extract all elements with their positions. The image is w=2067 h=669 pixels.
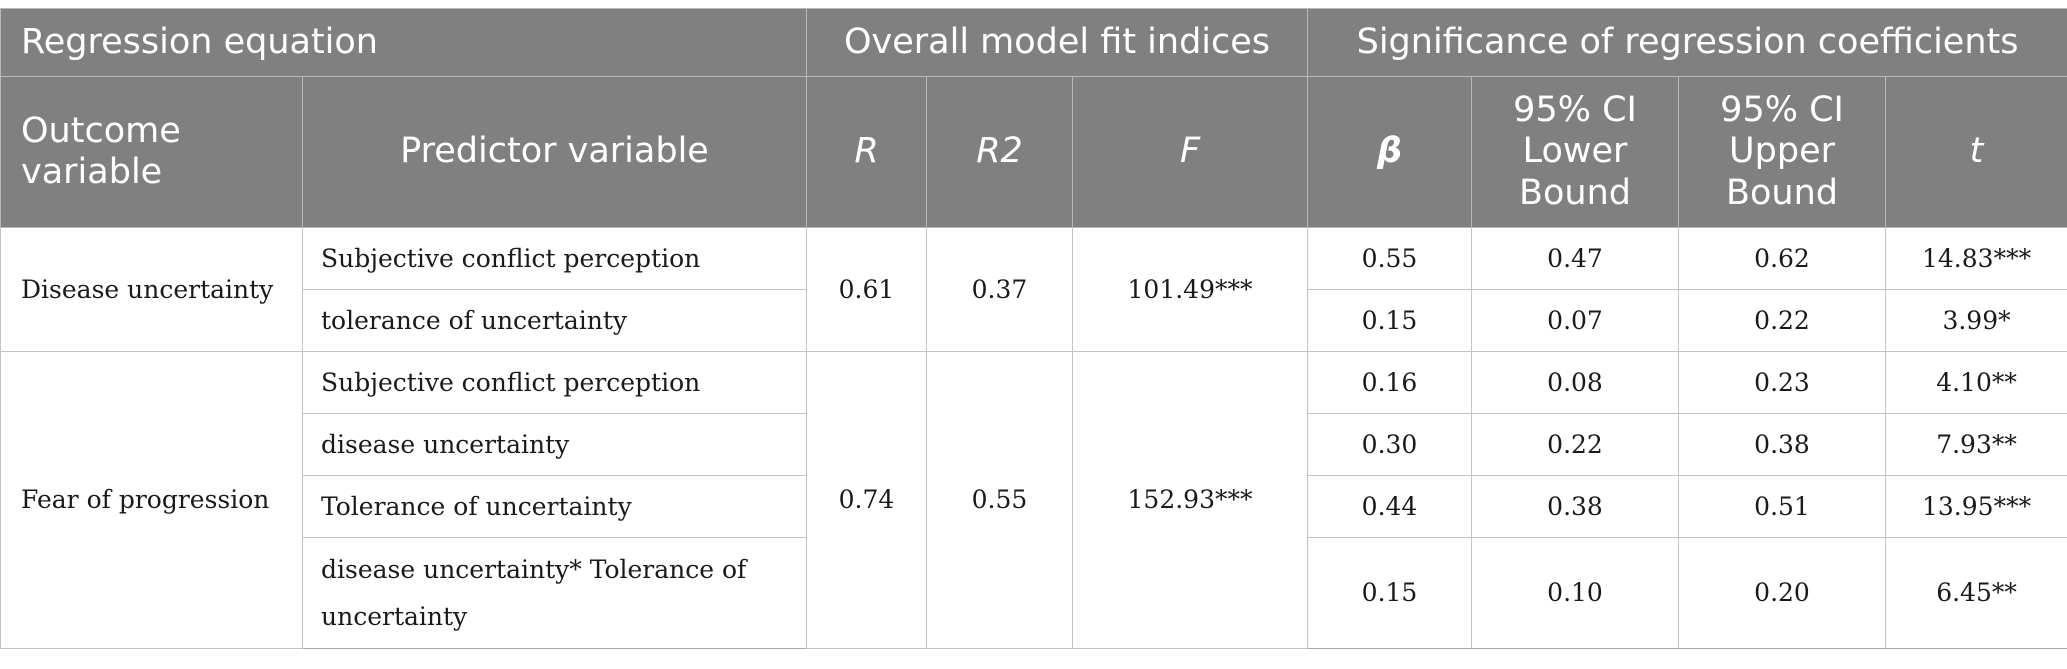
header-r: R	[806, 76, 927, 228]
beta-cell: 0.15	[1307, 289, 1473, 352]
header-significance: Significance of regression coefficients	[1307, 8, 2067, 77]
t-cell: 4.10**	[1885, 351, 2067, 414]
table-row: disease uncertainty 0.30 0.22 0.38 7.93*…	[1, 413, 2067, 476]
predictor-cell: Tolerance of uncertainty	[302, 475, 807, 538]
predictor-cell: Subjective conflict perception	[302, 227, 807, 290]
predictor-cell: tolerance of uncertainty	[302, 289, 807, 352]
t-cell: 14.83***	[1885, 227, 2067, 290]
header-f: F	[1071, 76, 1309, 228]
regression-table: Regression equation Overall model fit in…	[0, 8, 2067, 649]
ci-lower-cell: 0.08	[1471, 351, 1680, 414]
header-beta-label: β	[1376, 131, 1403, 172]
f-cell: 101.49***	[1071, 227, 1309, 352]
header-outcome-variable: Outcome variable	[0, 76, 303, 228]
t-cell: 7.93**	[1885, 413, 2067, 476]
r2-cell: 0.37	[926, 227, 1073, 352]
ci-upper-cell: 0.51	[1678, 475, 1887, 538]
regression-table-container: Regression equation Overall model fit in…	[0, 8, 2067, 649]
header-f-label: F	[1179, 131, 1201, 172]
r-cell: 0.61	[806, 227, 927, 352]
header-group-row: Regression equation Overall model fit in…	[0, 8, 2067, 77]
header-beta: β	[1307, 76, 1473, 228]
table-row: Disease uncertainty Subjective conflict …	[0, 227, 2067, 352]
table-row: disease uncertainty* Tolerance of uncert…	[1, 537, 2067, 649]
header-model-fit: Overall model fit indices	[805, 8, 1309, 77]
outcome-cell: Fear of progression	[0, 351, 303, 649]
ci-lower-cell: 0.47	[1471, 227, 1680, 290]
header-column-row: Outcome variable Predictor variable R R2…	[0, 76, 2067, 228]
r2-cell: 0.55	[926, 351, 1073, 649]
ci-upper-cell: 0.62	[1678, 227, 1887, 290]
beta-cell: 0.16	[1307, 351, 1473, 414]
ci-upper-cell: 0.23	[1678, 351, 1887, 414]
ci-lower-cell: 0.10	[1471, 537, 1680, 649]
t-cell: 6.45**	[1885, 537, 2067, 649]
header-regression-equation: Regression equation	[0, 8, 807, 77]
predictor-cell: Subjective conflict perception	[302, 351, 807, 414]
beta-cell: 0.44	[1307, 475, 1473, 538]
ci-upper-cell: 0.38	[1678, 413, 1887, 476]
header-ci-lower: 95% CI Lower Bound	[1471, 76, 1680, 228]
beta-cell: 0.55	[1307, 227, 1473, 290]
ci-upper-cell: 0.20	[1678, 537, 1887, 649]
predictor-cell: disease uncertainty* Tolerance of uncert…	[302, 537, 807, 649]
t-cell: 13.95***	[1885, 475, 2067, 538]
predictor-cell: disease uncertainty	[302, 413, 807, 476]
header-r-label: R	[854, 131, 879, 172]
header-r2-label: R2	[976, 131, 1023, 172]
ci-lower-cell: 0.07	[1471, 289, 1680, 352]
header-r2: R2	[926, 76, 1073, 228]
table-row: Fear of progression Subjective conflict …	[0, 351, 2067, 649]
r-cell: 0.74	[806, 351, 927, 649]
ci-upper-cell: 0.22	[1678, 289, 1887, 352]
header-predictor-variable: Predictor variable	[302, 76, 807, 228]
header-ci-upper: 95% CI Upper Bound	[1678, 76, 1887, 228]
outcome-cell: Disease uncertainty	[0, 227, 303, 352]
f-cell: 152.93***	[1071, 351, 1309, 649]
header-t-label: t	[1969, 131, 1984, 172]
header-t: t	[1885, 76, 2067, 228]
beta-cell: 0.30	[1307, 413, 1473, 476]
ci-lower-cell: 0.38	[1471, 475, 1680, 538]
t-cell: 3.99*	[1885, 289, 2067, 352]
beta-cell: 0.15	[1307, 537, 1473, 649]
ci-lower-cell: 0.22	[1471, 413, 1680, 476]
table-row: Tolerance of uncertainty 0.44 0.38 0.51 …	[1, 475, 2067, 538]
